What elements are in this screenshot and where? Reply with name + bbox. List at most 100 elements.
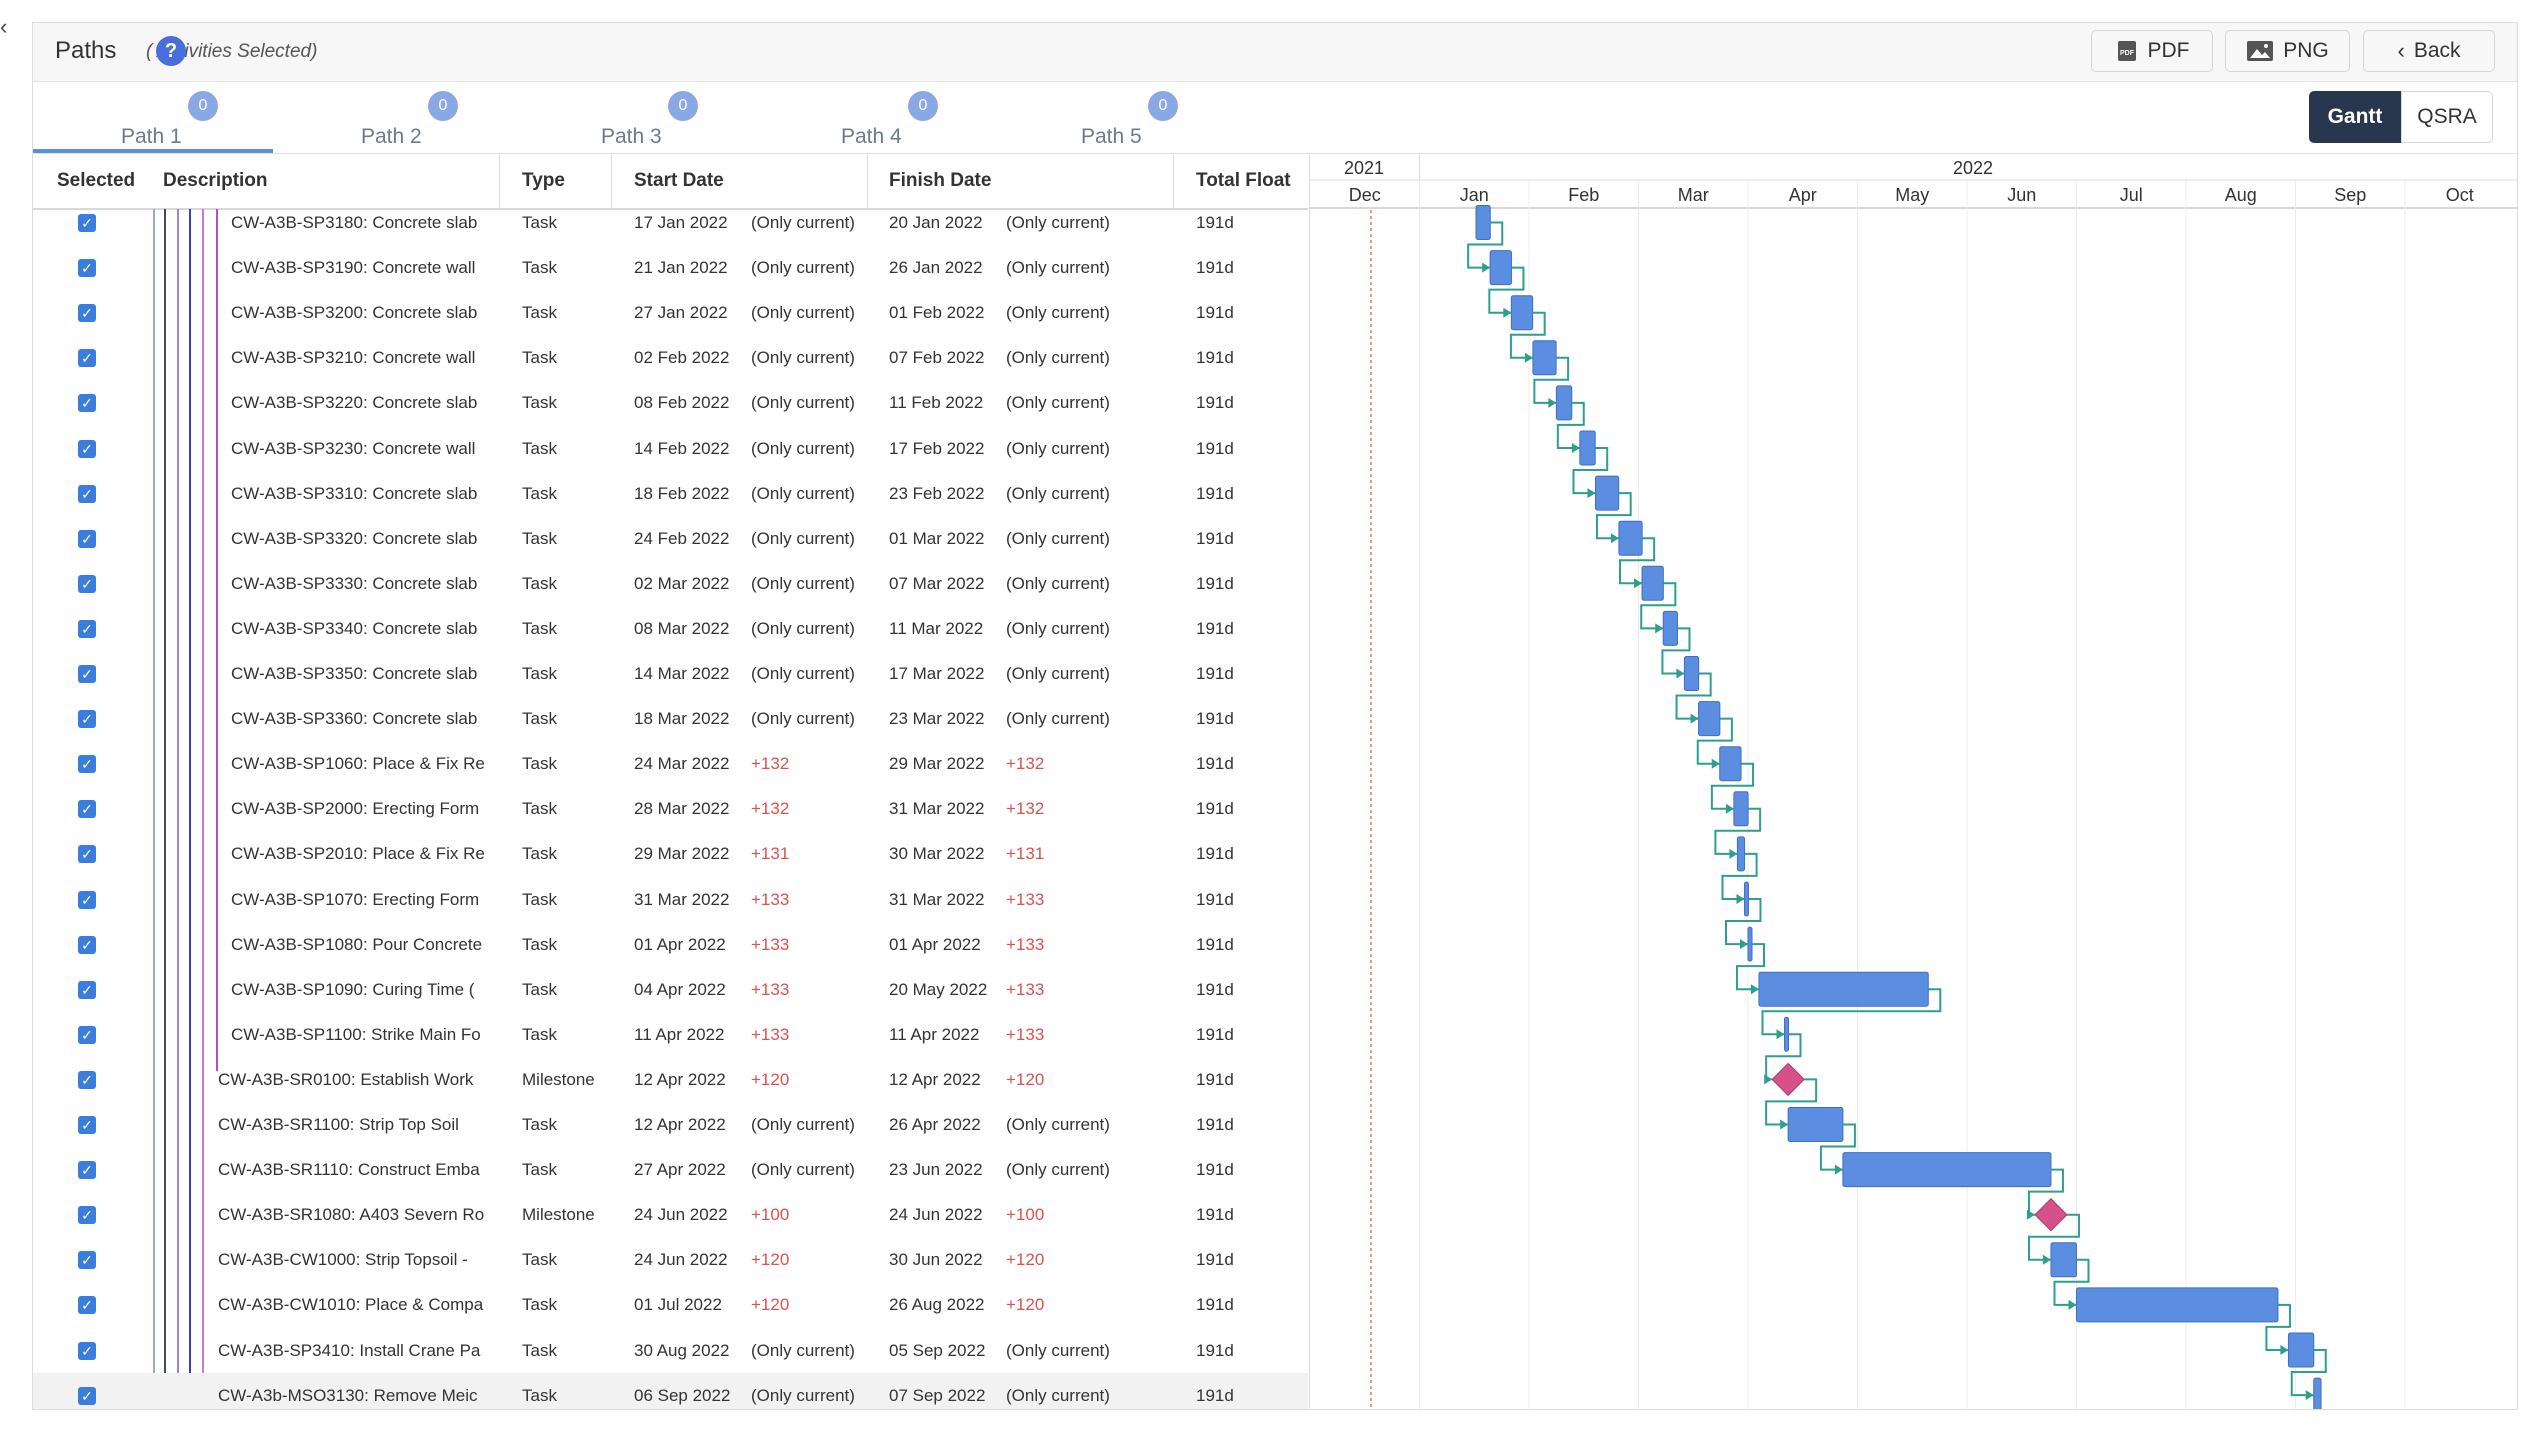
table-row[interactable]: ✓ CW-A3B-CW1010: Place & Compa Task 01 Jul … — [33, 1282, 1308, 1327]
back-button[interactable]: ‹ Back — [2363, 30, 2495, 72]
finish-note: (Only current) — [1006, 438, 1110, 458]
milestone-diamond — [1771, 1062, 1805, 1097]
help-icon[interactable]: ? — [156, 36, 186, 66]
row-checkbox[interactable]: ✓ — [78, 439, 96, 458]
col-start-date[interactable]: Start Date — [634, 170, 724, 191]
activity-description: CW-A3B-SR1110: Construct Emba — [218, 1160, 480, 1180]
activity-description: CW-A3B-SP3180: Concrete slab — [231, 213, 478, 232]
row-checkbox[interactable]: ✓ — [78, 1341, 96, 1360]
row-checkbox[interactable]: ✓ — [78, 259, 96, 278]
row-checkbox[interactable]: ✓ — [78, 394, 96, 413]
row-checkbox[interactable]: ✓ — [78, 1386, 96, 1405]
start-date: 08 Mar 2022 — [634, 618, 730, 638]
activity-type: Task — [522, 438, 557, 458]
table-row[interactable]: ✓ CW-A3B-SP3190: Concrete wall Task 21 Jan … — [33, 245, 1308, 290]
column-divider[interactable] — [611, 154, 612, 210]
tree-line — [202, 209, 204, 1409]
table-row[interactable]: ✓ CW-A3B-SP3230: Concrete wall Task 14 Feb … — [33, 426, 1308, 471]
start-date: 28 Mar 2022 — [634, 799, 730, 819]
year-label: 2021 — [1344, 158, 1384, 178]
row-checkbox[interactable]: ✓ — [78, 619, 96, 638]
table-row[interactable]: ✓ CW-A3B-SP1090: Curing Time (Task 04 Apr … — [33, 967, 1308, 1012]
row-checkbox[interactable]: ✓ — [78, 890, 96, 909]
pdf-export-button[interactable]: PDF PDF — [2091, 30, 2213, 72]
row-checkbox[interactable]: ✓ — [78, 800, 96, 819]
table-row[interactable]: ✓ CW-A3B-SP1100: Strike Main Fo Task 11 Apr… — [33, 1012, 1308, 1057]
row-checkbox[interactable]: ✓ — [78, 710, 96, 729]
row-checkbox[interactable]: ✓ — [78, 665, 96, 683]
table-row[interactable]: ✓ CW-A3B-SP2010: Place & Fix Re Task 29 Mar… — [33, 831, 1308, 876]
table-row[interactable]: ✓ CW-A3B-SP1080: Pour Concrete Task 01 Apr … — [33, 922, 1308, 967]
table-row[interactable]: ✓ CW-A3B-SP3310: Concrete slab Task 18 Feb … — [33, 471, 1308, 516]
column-divider[interactable] — [1173, 154, 1174, 210]
start-date: 27 Apr 2022 — [634, 1160, 726, 1180]
row-checkbox[interactable]: ✓ — [78, 304, 96, 323]
finish-note: (Only current) — [1006, 1385, 1110, 1405]
col-selected[interactable]: Selected — [57, 170, 136, 191]
row-checkbox[interactable]: ✓ — [78, 214, 96, 232]
table-row[interactable]: ✓ CW-A3B-SP3220: Concrete slab Task 08 Feb … — [33, 380, 1308, 425]
row-checkbox[interactable]: ✓ — [78, 1116, 96, 1134]
qsra-view-button[interactable]: QSRA — [2401, 91, 2493, 143]
dependency-arrow — [1740, 939, 1748, 950]
tab-path-5[interactable]: Path 5 0 — [993, 81, 1233, 153]
tab-path-3[interactable]: Path 3 0 — [513, 81, 753, 153]
row-checkbox[interactable]: ✓ — [78, 935, 96, 954]
start-note: +120 — [751, 1069, 790, 1089]
row-checkbox[interactable]: ✓ — [78, 574, 96, 593]
tab-path-2[interactable]: Path 2 0 — [273, 81, 513, 153]
collapse-chevron-icon[interactable]: ‹ — [0, 14, 8, 39]
tab-path-1[interactable]: Path 1 0 — [33, 81, 273, 153]
gantt-view-button[interactable]: Gantt — [2309, 91, 2401, 143]
task-bar — [1510, 295, 1534, 331]
row-checkbox[interactable]: ✓ — [78, 1251, 96, 1270]
col-description[interactable]: Description — [163, 170, 268, 191]
table-row[interactable]: ✓ CW-A3B-SR0100: Establish Work Milestone 1… — [33, 1057, 1308, 1102]
row-checkbox[interactable]: ✓ — [78, 755, 96, 774]
row-checkbox[interactable]: ✓ — [78, 980, 96, 999]
row-checkbox[interactable]: ✓ — [78, 1296, 96, 1315]
row-checkbox[interactable]: ✓ — [78, 1161, 96, 1180]
column-divider[interactable] — [499, 154, 500, 210]
table-row[interactable]: ✓ CW-A3B-SP3320: Concrete slab Task 24 Feb … — [33, 516, 1308, 561]
row-checkbox[interactable]: ✓ — [78, 349, 96, 368]
start-note: +133 — [751, 979, 790, 999]
table-row[interactable]: ✓ CW-A3b-MSO3130: Remove Meic Task 06 Sep 2… — [33, 1372, 1308, 1409]
table-row[interactable]: ✓ CW-A3B-SP2000: Erecting Form Task 28 Mar … — [33, 786, 1308, 831]
table-row[interactable]: ✓ CW-A3B-SR1110: Construct Emba Task 27 Apr… — [33, 1147, 1308, 1192]
table-row[interactable]: ✓ CW-A3B-SR1100: Strip Top Soil Task 12 Apr… — [33, 1102, 1308, 1147]
finish-date: 20 May 2022 — [889, 979, 988, 999]
table-row[interactable]: ✓ CW-A3B-SP3180: Concrete slab Task 17 Jan … — [33, 209, 1308, 245]
table-row[interactable]: ✓ CW-A3B-SP3340: Concrete slab Task 08 Mar … — [33, 606, 1308, 651]
table-row[interactable]: ✓ CW-A3B-SP3200: Concrete slab Task 27 Jan … — [33, 290, 1308, 335]
dependency-link — [1819, 1123, 1856, 1171]
table-row[interactable]: ✓ CW-A3B-SP3330: Concrete slab Task 02 Mar … — [33, 561, 1308, 606]
table-row[interactable]: ✓ CW-A3B-SP1070: Erecting Form Task 31 Mar … — [33, 877, 1308, 922]
finish-date: 12 Apr 2022 — [889, 1069, 981, 1089]
finish-date: 24 Jun 2022 — [889, 1205, 983, 1225]
col-finish-date[interactable]: Finish Date — [889, 170, 992, 191]
table-row[interactable]: ✓ CW-A3B-SP3210: Concrete wall Task 02 Feb … — [33, 335, 1308, 380]
table-row[interactable]: ✓ CW-A3B-SR1080: A403 Severn Ro Milestone 2… — [33, 1192, 1308, 1237]
row-checkbox[interactable]: ✓ — [78, 845, 96, 864]
start-date: 01 Apr 2022 — [634, 934, 726, 954]
table-row[interactable]: ✓ CW-A3B-SP3410: Install Crane Pa Task 30 A… — [33, 1328, 1308, 1373]
row-checkbox[interactable]: ✓ — [78, 484, 96, 503]
row-checkbox[interactable]: ✓ — [78, 1025, 96, 1044]
png-export-button[interactable]: PNG — [2225, 30, 2350, 72]
dependency-link — [1765, 1078, 1818, 1126]
start-date: 01 Jul 2022 — [634, 1295, 722, 1315]
column-divider[interactable] — [867, 154, 868, 210]
col-total-float[interactable]: Total Float — [1196, 170, 1291, 191]
row-checkbox[interactable]: ✓ — [78, 529, 96, 548]
table-row[interactable]: ✓ CW-A3B-SP1060: Place & Fix Re Task 24 Mar… — [33, 741, 1308, 786]
table-row[interactable]: ✓ CW-A3B-SP3360: Concrete slab Task 18 Mar … — [33, 696, 1308, 741]
tree-line — [164, 209, 166, 1409]
tab-path-4[interactable]: Path 4 0 — [753, 81, 993, 153]
row-checkbox[interactable]: ✓ — [78, 1206, 96, 1225]
start-date: 04 Apr 2022 — [634, 979, 726, 999]
table-row[interactable]: ✓ CW-A3B-CW1000: Strip Topsoil - Task 24 Ju… — [33, 1237, 1308, 1282]
col-type[interactable]: Type — [522, 170, 565, 191]
row-checkbox[interactable]: ✓ — [78, 1070, 96, 1089]
table-row[interactable]: ✓ CW-A3B-SP3350: Concrete slab Task 14 Mar … — [33, 651, 1308, 696]
